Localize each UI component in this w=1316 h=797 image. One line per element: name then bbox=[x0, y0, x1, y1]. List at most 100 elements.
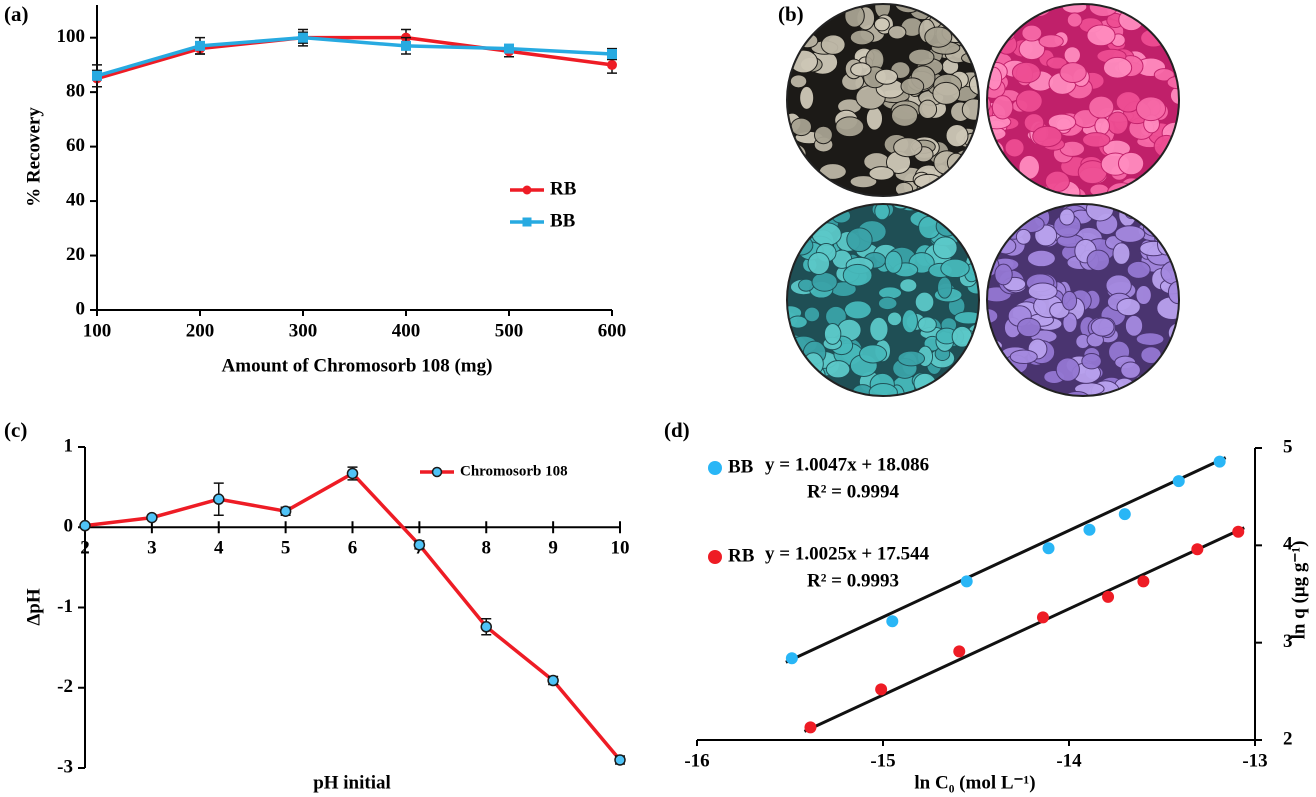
x-tick-label: 600 bbox=[598, 320, 627, 341]
data-point bbox=[147, 513, 157, 523]
pebble bbox=[790, 361, 809, 376]
pebble bbox=[901, 78, 924, 95]
data-point bbox=[1043, 542, 1055, 554]
pebble bbox=[992, 96, 1013, 119]
data-point bbox=[615, 755, 625, 765]
x-tick-label: 2 bbox=[80, 538, 90, 559]
data-point bbox=[1083, 524, 1095, 536]
pebble bbox=[1095, 117, 1110, 134]
pebble bbox=[1135, 374, 1153, 389]
pebble bbox=[1154, 0, 1183, 12]
pebble bbox=[991, 201, 1019, 213]
pebble bbox=[771, 383, 798, 404]
pebble bbox=[973, 139, 993, 153]
pebble bbox=[1173, 360, 1188, 379]
equation: y = 1.0025x + 17.544 bbox=[765, 543, 930, 564]
pebble bbox=[1000, 17, 1020, 30]
pebble bbox=[944, 1, 970, 17]
pebble bbox=[924, 0, 943, 14]
pebble bbox=[943, 371, 966, 394]
pebble bbox=[894, 138, 922, 157]
pebble bbox=[919, 100, 937, 118]
pebble bbox=[1012, 62, 1040, 82]
pebble bbox=[943, 380, 963, 393]
x-tick-label: -16 bbox=[684, 750, 709, 771]
legend-label: BB bbox=[728, 456, 754, 477]
data-point bbox=[80, 521, 90, 531]
pebble bbox=[1015, 0, 1031, 16]
pebble bbox=[1165, 356, 1180, 370]
data-point bbox=[504, 44, 514, 54]
legend-label: BB bbox=[550, 210, 576, 231]
y-axis-label: ln q (μg g⁻¹) bbox=[1288, 541, 1309, 640]
pebble bbox=[972, 154, 1001, 175]
pebble bbox=[956, 166, 985, 181]
pebble bbox=[1172, 351, 1188, 371]
pebble bbox=[878, 297, 897, 309]
pebble bbox=[851, 63, 871, 77]
x-tick-label: 5 bbox=[281, 538, 291, 559]
data-point bbox=[786, 652, 798, 664]
x-tick-label: -13 bbox=[1242, 750, 1267, 771]
pebble bbox=[949, 12, 968, 35]
x-axis-label: Amount of Chromosorb 108 (mg) bbox=[222, 355, 493, 376]
data-point bbox=[1232, 526, 1244, 538]
pebble bbox=[800, 86, 814, 109]
data-point bbox=[548, 676, 558, 686]
panel-label: (d) bbox=[664, 418, 690, 442]
pebble bbox=[1064, 392, 1090, 406]
pebble bbox=[1135, 0, 1164, 14]
y-tick-label: 2 bbox=[1283, 728, 1293, 749]
pebble bbox=[963, 151, 988, 170]
pebble bbox=[1062, 0, 1087, 13]
pebble bbox=[876, 69, 898, 84]
pebble bbox=[1023, 0, 1050, 17]
x-tick-label: 100 bbox=[83, 320, 112, 341]
pebble bbox=[803, 2, 825, 19]
y-tick-label: -1 bbox=[57, 596, 73, 617]
x-axis-label: ln C₀ (mol L⁻¹) bbox=[914, 772, 1035, 793]
legend-marker bbox=[523, 218, 532, 227]
data-point bbox=[1119, 508, 1131, 520]
pebble bbox=[1149, 1, 1167, 19]
pebble bbox=[915, 174, 943, 188]
data-point bbox=[281, 506, 291, 516]
pebble bbox=[809, 184, 832, 204]
data-point bbox=[214, 494, 224, 504]
pebble bbox=[1039, 35, 1063, 48]
pebble bbox=[1168, 322, 1192, 343]
pebble bbox=[1089, 96, 1114, 118]
pebble bbox=[946, 167, 974, 190]
pebble bbox=[1000, 9, 1015, 27]
pebble bbox=[962, 0, 988, 15]
pebble bbox=[819, 164, 846, 180]
y-tick-label: 0 bbox=[64, 516, 74, 537]
legend-marker bbox=[708, 461, 722, 475]
pebble bbox=[978, 207, 1003, 224]
pebble bbox=[808, 252, 830, 274]
x-tick-label: 8 bbox=[482, 538, 492, 559]
pebble bbox=[1091, 318, 1114, 336]
legend-label: RB bbox=[550, 178, 577, 199]
pebble bbox=[952, 370, 971, 387]
legend-label: RB bbox=[728, 545, 755, 566]
data-point bbox=[875, 683, 887, 695]
pebble bbox=[976, 158, 1004, 175]
pebble bbox=[977, 34, 992, 51]
pebble bbox=[1086, 198, 1113, 221]
pebble bbox=[1010, 350, 1037, 364]
pebble bbox=[1121, 362, 1141, 378]
pebble bbox=[961, 52, 991, 64]
pebble bbox=[870, 317, 888, 341]
data-point bbox=[886, 615, 898, 627]
panel-label: (a) bbox=[4, 2, 29, 26]
x-tick-label: 500 bbox=[495, 320, 524, 341]
pebble bbox=[1136, 97, 1165, 121]
photo-panel bbox=[771, 0, 1195, 408]
pebble bbox=[1115, 226, 1145, 243]
pebble bbox=[1016, 90, 1042, 112]
x-axis-label: pH initial bbox=[313, 772, 391, 793]
r-squared: R² = 0.9994 bbox=[807, 481, 899, 502]
pebble bbox=[1008, 194, 1028, 217]
data-point bbox=[961, 575, 973, 587]
